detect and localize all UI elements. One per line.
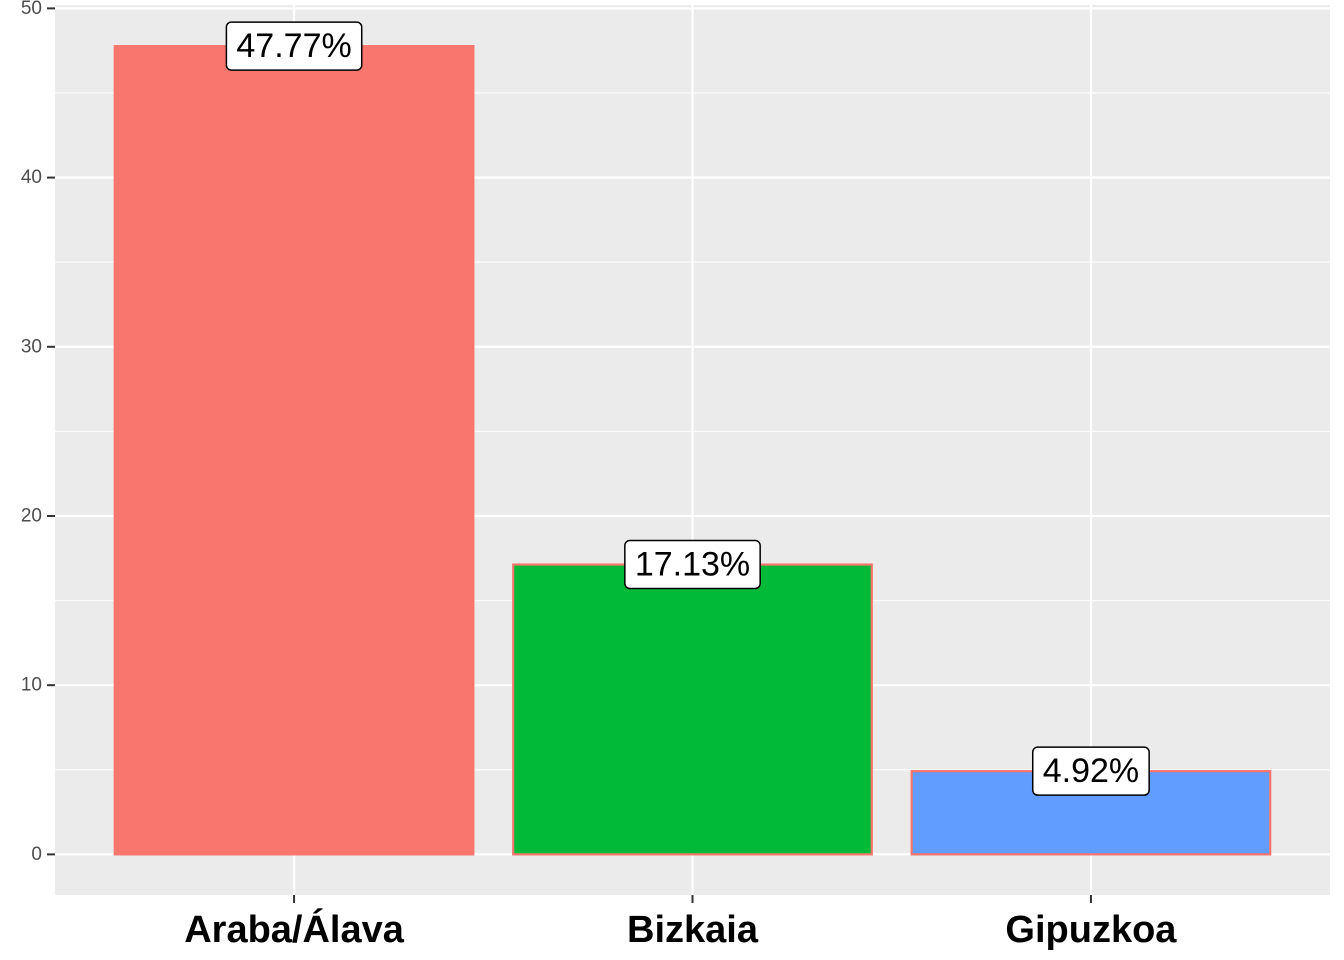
data-label-box: 4.92% — [1031, 746, 1150, 796]
data-label-background — [225, 21, 363, 71]
x-tick-label: Gipuzkoa — [1005, 909, 1177, 951]
y-tick-label: 40 — [21, 167, 42, 188]
data-label-background — [624, 539, 761, 590]
bar-araba-lava — [113, 45, 475, 856]
data-label: 47.77% — [236, 27, 351, 65]
y-tick-label: 30 — [21, 336, 42, 357]
x-tick-label: Bizkaia — [627, 909, 759, 951]
y-tick-label: 10 — [21, 675, 42, 696]
y-tick-label: 50 — [21, 0, 42, 19]
y-tick-label: 20 — [21, 505, 42, 526]
data-label-box: 17.13% — [624, 539, 761, 590]
data-label-background — [1031, 746, 1150, 796]
data-label: 4.92% — [1043, 752, 1139, 790]
x-tick-label: Araba/Álava — [184, 907, 405, 951]
data-label: 17.13% — [635, 546, 750, 584]
bar-bizkaia — [512, 563, 873, 856]
data-label-box: 47.77% — [225, 21, 363, 71]
y-tick-label: 0 — [31, 844, 42, 865]
